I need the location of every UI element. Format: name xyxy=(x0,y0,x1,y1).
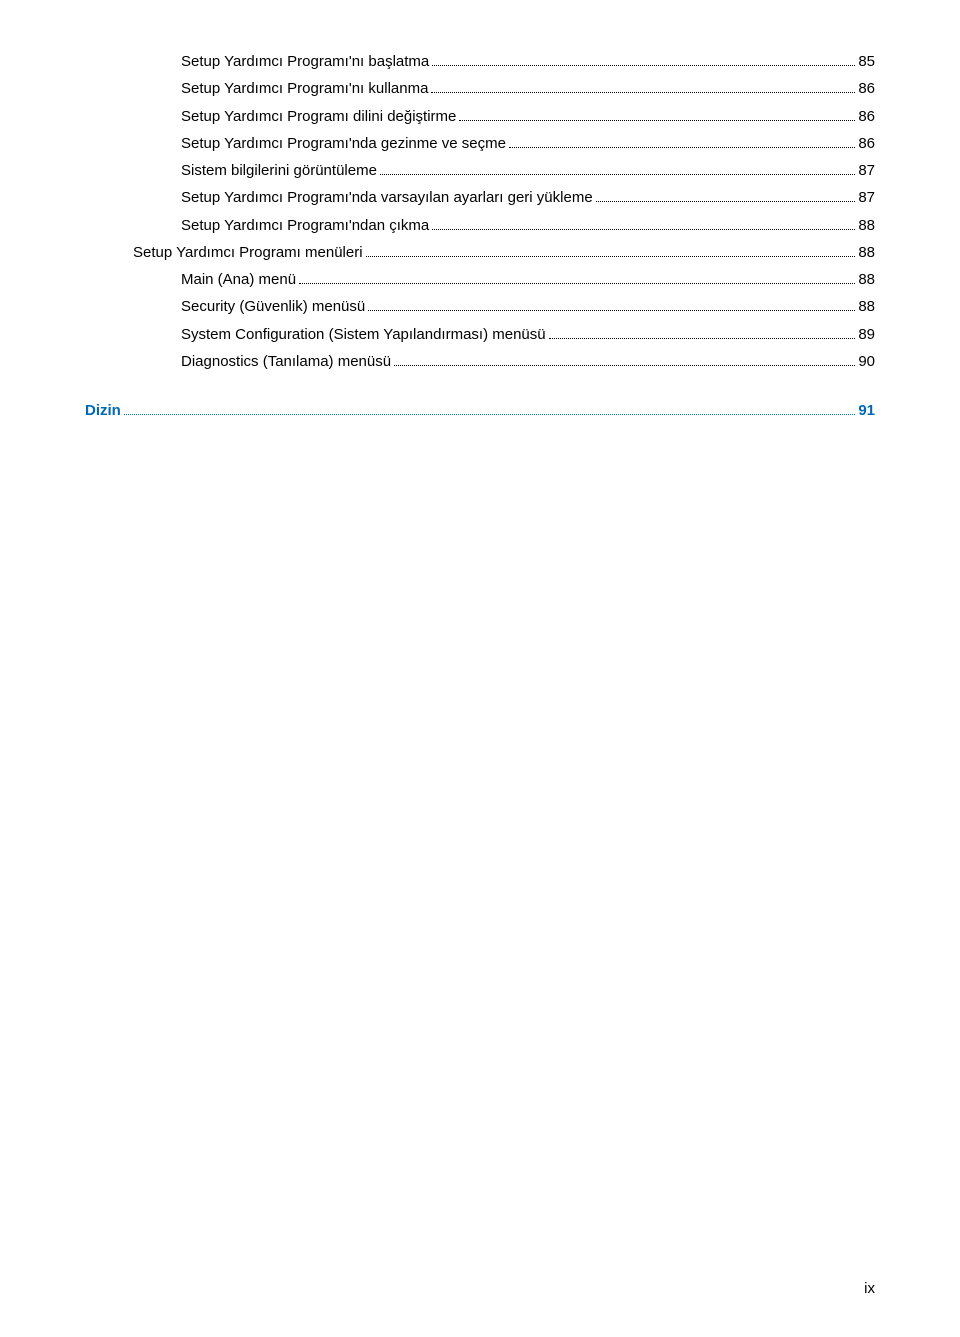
toc-leader-dots xyxy=(124,404,855,415)
toc-title: System Configuration (Sistem Yapılandırm… xyxy=(181,323,546,346)
toc-title: Main (Ana) menü xyxy=(181,268,296,291)
toc-title: Security (Güvenlik) menüsü xyxy=(181,295,365,318)
page-container: Setup Yardımcı Programı'nı başlatma 85 S… xyxy=(0,0,960,1337)
toc-title: Setup Yardımcı Programı'nı kullanma xyxy=(181,77,428,100)
dizin-title: Dizin xyxy=(85,399,121,422)
toc-leader-dots xyxy=(432,218,855,229)
toc-leader-dots xyxy=(459,109,855,120)
toc-title: Sistem bilgilerini görüntüleme xyxy=(181,159,377,182)
toc-page: 88 xyxy=(858,295,875,318)
dizin-page: 91 xyxy=(858,399,875,422)
page-number: ix xyxy=(864,1280,875,1297)
toc-entry[interactable]: Setup Yardımcı Programı'nı kullanma 86 xyxy=(85,77,875,100)
toc-entry[interactable]: Main (Ana) menü 88 xyxy=(85,268,875,291)
toc-title: Setup Yardımcı Programı dilini değiştirm… xyxy=(181,105,456,128)
toc-leader-dots xyxy=(596,191,856,202)
toc-leader-dots xyxy=(368,300,855,311)
toc-leader-dots xyxy=(432,55,855,66)
toc-page: 88 xyxy=(858,214,875,237)
toc-page: 86 xyxy=(858,77,875,100)
toc-page: 89 xyxy=(858,323,875,346)
toc-title: Setup Yardımcı Programı'nda varsayılan a… xyxy=(181,186,593,209)
toc-entry[interactable]: Setup Yardımcı Programı dilini değiştirm… xyxy=(85,105,875,128)
toc-leader-dots xyxy=(509,137,855,148)
toc-title: Diagnostics (Tanılama) menüsü xyxy=(181,350,391,373)
toc-title: Setup Yardımcı Programı menüleri xyxy=(133,241,363,264)
toc-leader-dots xyxy=(394,355,855,366)
dizin-entry[interactable]: Dizin 91 xyxy=(85,399,875,422)
dizin-section: Dizin 91 xyxy=(85,399,875,422)
toc-leader-dots xyxy=(299,273,855,284)
toc-page: 86 xyxy=(858,132,875,155)
toc-page: 85 xyxy=(858,50,875,73)
toc-entry[interactable]: Setup Yardımcı Programı'nda varsayılan a… xyxy=(85,186,875,209)
toc-leader-dots xyxy=(549,327,856,338)
toc-title: Setup Yardımcı Programı'ndan çıkma xyxy=(181,214,429,237)
toc-entry[interactable]: Diagnostics (Tanılama) menüsü 90 xyxy=(85,350,875,373)
toc-page: 87 xyxy=(858,186,875,209)
toc-page: 86 xyxy=(858,105,875,128)
toc-entry[interactable]: System Configuration (Sistem Yapılandırm… xyxy=(85,323,875,346)
toc-leader-dots xyxy=(380,164,855,175)
toc-entry[interactable]: Security (Güvenlik) menüsü 88 xyxy=(85,295,875,318)
toc-leader-dots xyxy=(431,82,855,93)
toc-page: 87 xyxy=(858,159,875,182)
toc-leader-dots xyxy=(366,246,856,257)
toc-title: Setup Yardımcı Programı'nı başlatma xyxy=(181,50,429,73)
toc-page: 90 xyxy=(858,350,875,373)
toc-entry[interactable]: Setup Yardımcı Programı'ndan çıkma 88 xyxy=(85,214,875,237)
toc-entry[interactable]: Sistem bilgilerini görüntüleme 87 xyxy=(85,159,875,182)
toc-page: 88 xyxy=(858,268,875,291)
toc-list: Setup Yardımcı Programı'nı başlatma 85 S… xyxy=(85,50,875,373)
toc-entry[interactable]: Setup Yardımcı Programı'nda gezinme ve s… xyxy=(85,132,875,155)
toc-page: 88 xyxy=(858,241,875,264)
toc-entry[interactable]: Setup Yardımcı Programı'nı başlatma 85 xyxy=(85,50,875,73)
toc-title: Setup Yardımcı Programı'nda gezinme ve s… xyxy=(181,132,506,155)
toc-entry[interactable]: Setup Yardımcı Programı menüleri 88 xyxy=(85,241,875,264)
